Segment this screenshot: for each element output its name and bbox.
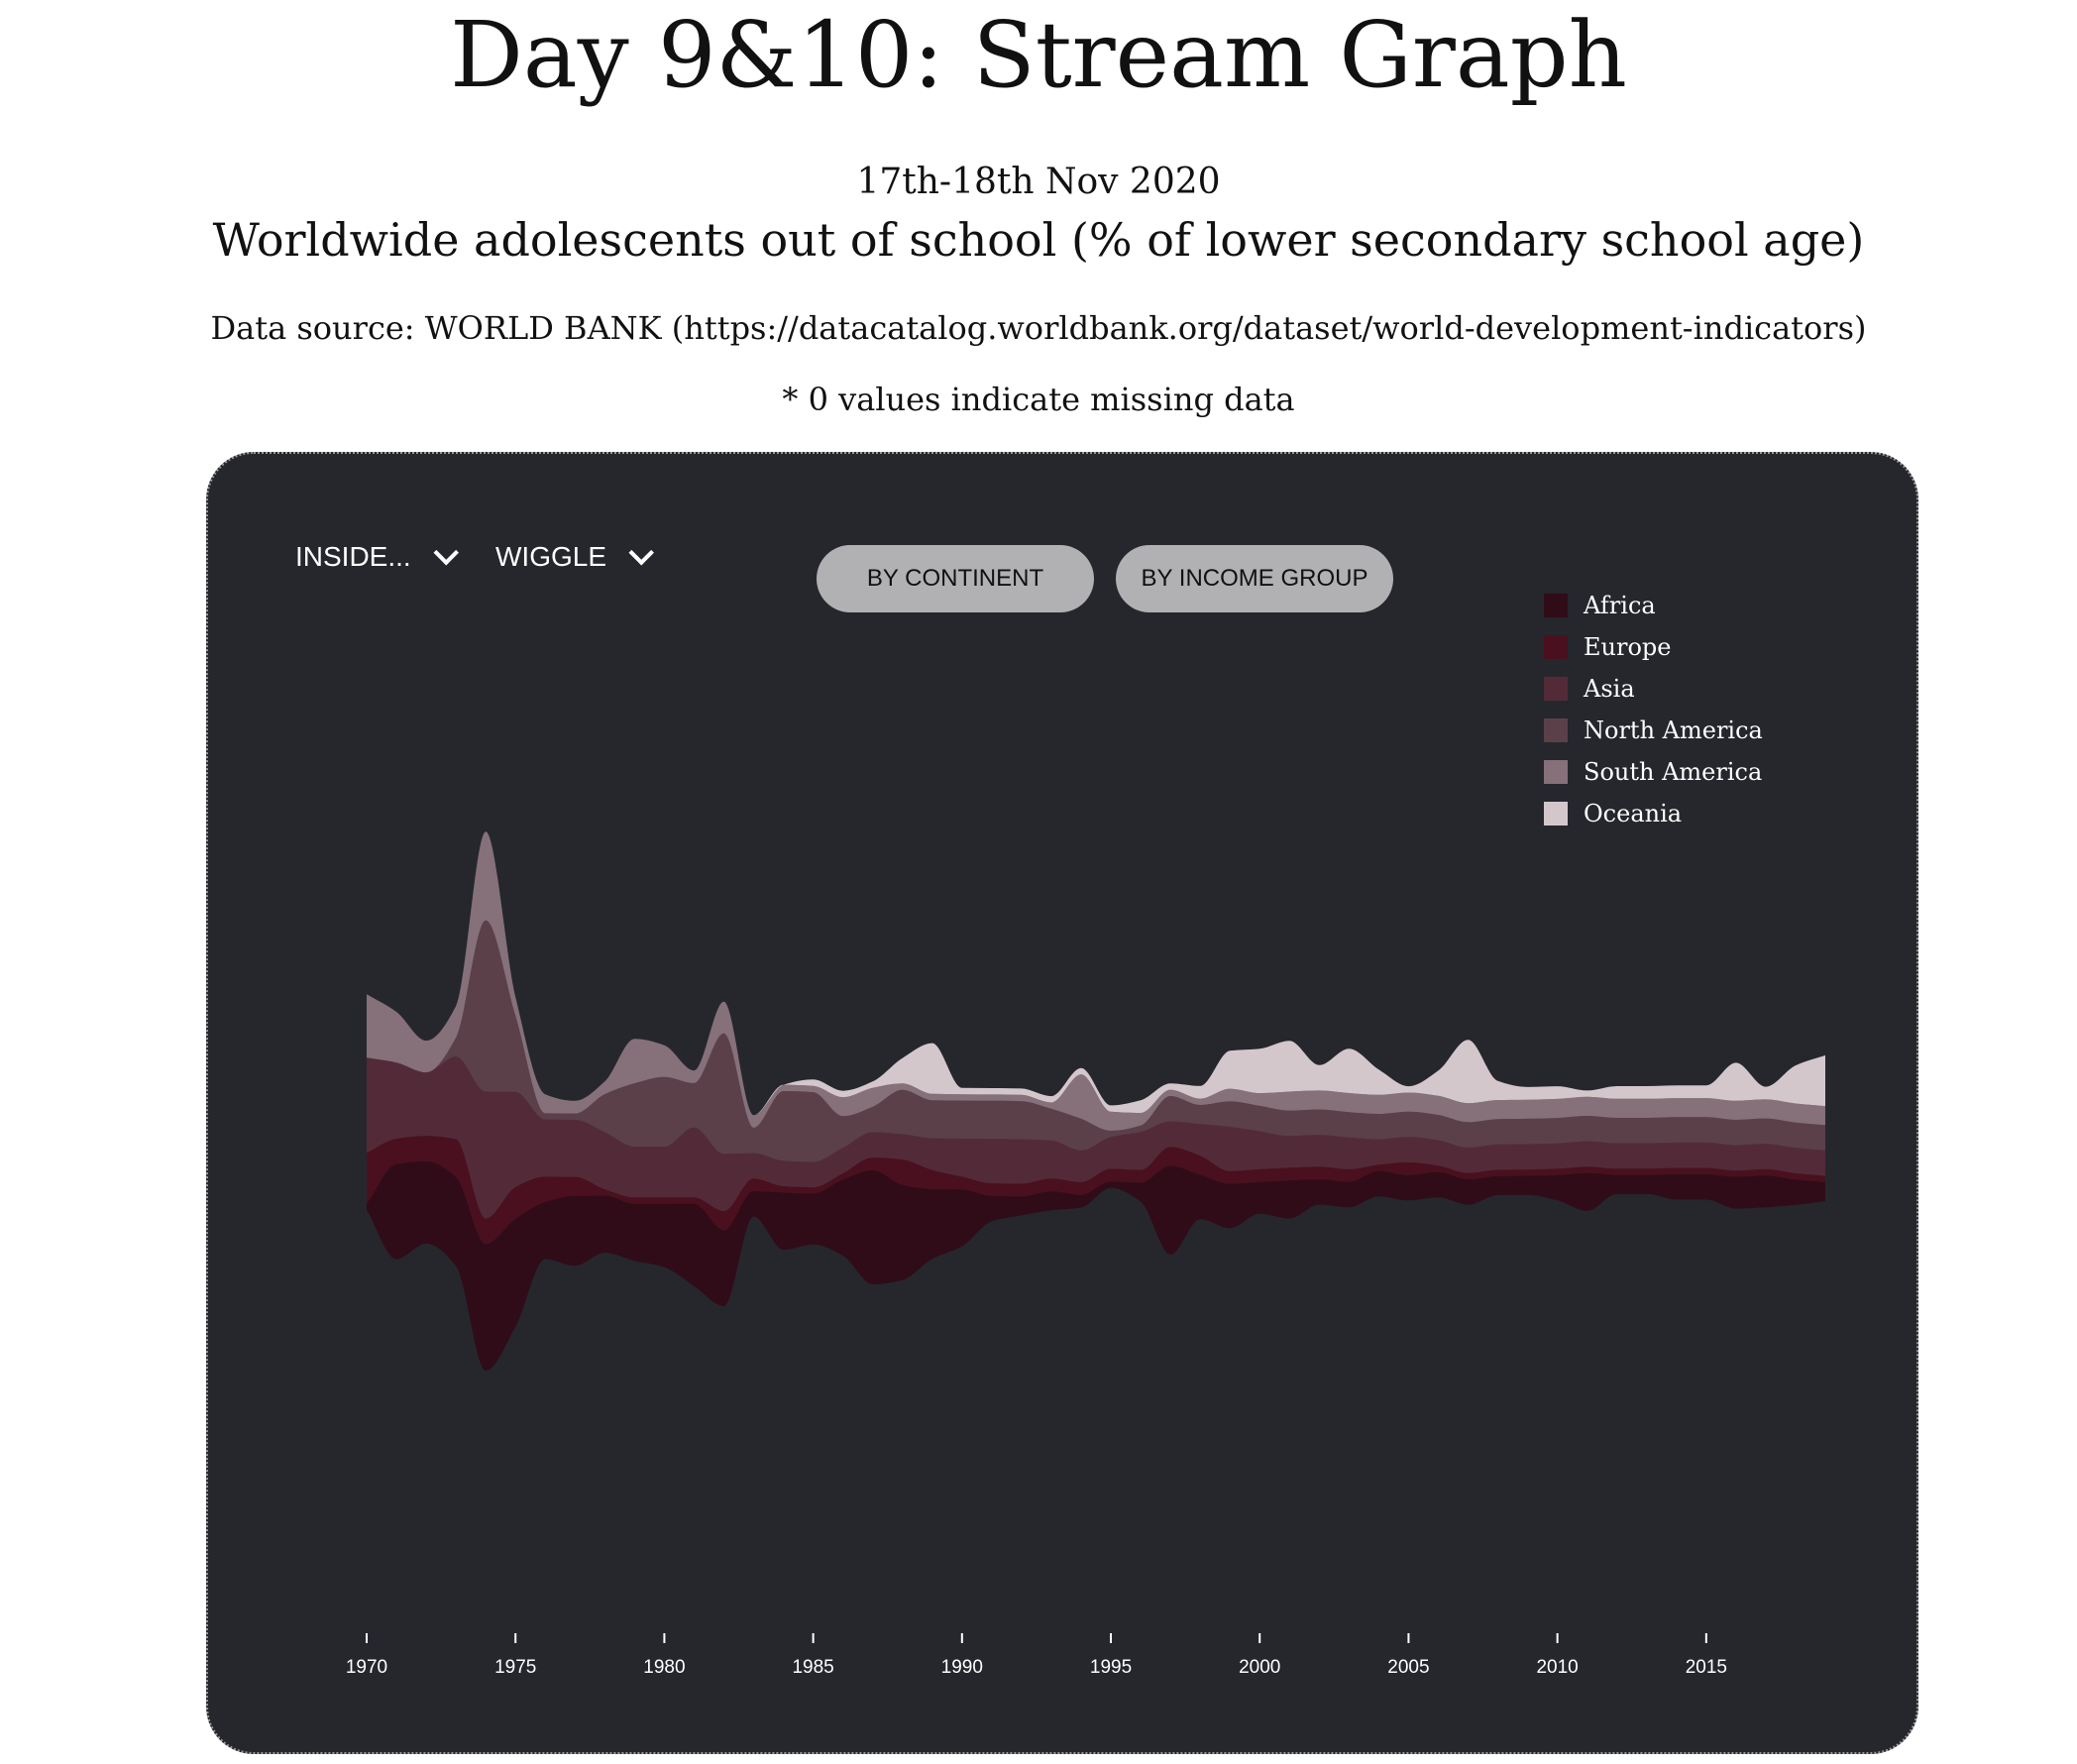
x-tick-label: 1995 xyxy=(1090,1657,1132,1678)
curve-dropdown[interactable]: WIGGLE xyxy=(495,537,654,577)
legend-label: South America xyxy=(1584,758,1763,786)
curve-dropdown-label: WIGGLE xyxy=(495,541,607,572)
missing-data-note: * 0 values indicate missing data xyxy=(782,381,1295,418)
data-source: Data source: WORLD BANK (https://datacat… xyxy=(210,309,1867,347)
stream-layer-africa[interactable] xyxy=(367,1160,1825,1372)
stream-layer-south-america[interactable] xyxy=(367,831,1825,1131)
page-title: Day 9&10: Stream Graph xyxy=(450,2,1627,108)
page-date: 17th-18th Nov 2020 xyxy=(856,162,1221,202)
legend-item-oceania[interactable]: Oceania xyxy=(1544,793,1763,834)
legend-label: Asia xyxy=(1584,675,1635,703)
legend: Africa Europe Asia North America South Ameri… xyxy=(1544,585,1763,834)
stream-layer-asia[interactable] xyxy=(367,1056,1825,1219)
legend-item-south-america[interactable]: South America xyxy=(1544,751,1763,793)
by-income-group-button[interactable]: BY INCOME GROUP xyxy=(1116,545,1393,612)
legend-swatch xyxy=(1544,760,1568,784)
x-tick-label: 2005 xyxy=(1387,1657,1429,1678)
stream-layer-north-america[interactable] xyxy=(367,920,1825,1162)
x-tick-label: 1975 xyxy=(494,1657,536,1678)
by-continent-button[interactable]: BY CONTINENT xyxy=(817,545,1094,612)
stream-layer-europe[interactable] xyxy=(367,1136,1825,1245)
x-tick-label: 1980 xyxy=(643,1657,685,1678)
legend-item-north-america[interactable]: North America xyxy=(1544,710,1763,751)
legend-swatch xyxy=(1544,594,1568,617)
x-tick-label: 2010 xyxy=(1536,1657,1578,1678)
legend-swatch xyxy=(1544,718,1568,742)
chart-subtitle: Worldwide adolescents out of school (% o… xyxy=(212,213,1865,267)
legend-label: Europe xyxy=(1584,633,1672,661)
legend-swatch xyxy=(1544,677,1568,701)
offset-dropdown-label: INSIDE... xyxy=(295,541,411,572)
legend-label: North America xyxy=(1584,717,1763,744)
legend-item-africa[interactable]: Africa xyxy=(1544,585,1763,626)
legend-label: Africa xyxy=(1584,592,1656,619)
legend-item-europe[interactable]: Europe xyxy=(1544,626,1763,668)
x-tick-label: 1990 xyxy=(941,1657,983,1678)
legend-item-asia[interactable]: Asia xyxy=(1544,668,1763,710)
stream-graph: 1970 1975 1980 1985 1990 1995 2000 2005 2010 2015 xyxy=(346,831,1825,1678)
offset-dropdown[interactable]: INSIDE... xyxy=(295,537,459,577)
x-tick-label: 2000 xyxy=(1239,1657,1280,1678)
x-tick-label: 2015 xyxy=(1686,1657,1727,1678)
legend-swatch xyxy=(1544,802,1568,826)
chart-card: 1970 1975 1980 1985 1990 1995 2000 2005 2010 2015… xyxy=(206,452,1918,1754)
stream-layer-oceania[interactable] xyxy=(367,831,1825,1116)
x-tick-label: 1970 xyxy=(346,1657,387,1678)
x-tick-label: 1985 xyxy=(792,1657,833,1678)
legend-label: Oceania xyxy=(1584,800,1683,827)
legend-swatch xyxy=(1544,635,1568,659)
